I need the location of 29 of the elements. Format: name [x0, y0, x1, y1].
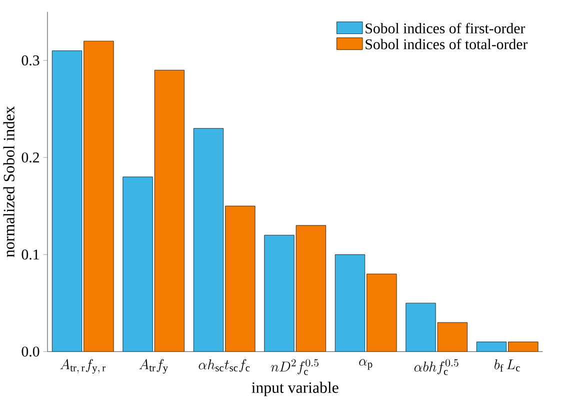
bar — [335, 254, 365, 352]
bar — [476, 342, 507, 352]
x-tick-label: $nD^{2}f_{\mathrm{c}}^{0.5}$ — [271, 359, 318, 376]
bar — [296, 225, 326, 352]
x-tick-label: $\alpha bhf_{\mathrm{c}}^{0.5}$ — [414, 359, 458, 376]
bar — [264, 235, 294, 352]
x-axis-title: input variable — [252, 382, 338, 396]
bar — [154, 70, 184, 352]
x-tick-label: $A_{\mathrm{tr}}f_{\mathrm{y}}$ — [139, 359, 168, 374]
legend-label: Sobol indices of first-order — [366, 22, 526, 34]
y-tick-label: 0.3 — [22, 55, 40, 66]
bar — [366, 274, 397, 352]
y-tick-label: 0.1 — [22, 250, 39, 260]
bar — [52, 50, 82, 352]
y-tick-label: 0.0 — [22, 346, 40, 357]
bar — [194, 128, 224, 352]
legend-label: Sobol indices of total-order — [366, 38, 528, 50]
bar — [225, 206, 256, 352]
bar — [84, 41, 114, 352]
bar — [438, 322, 468, 352]
bar — [508, 342, 538, 352]
x-tick-label: $b_{\mathrm{f}}\,L_{\mathrm{c}}$ — [494, 359, 520, 372]
x-tick-label: $\alpha h_{\mathrm{sc}}t_{\mathrm{sc}}f_{\mathrm{c}}$ — [198, 359, 250, 372]
x-tick-label: $A_{\mathrm{tr,\,r}}f_{\mathrm{y,\,r}}$ — [60, 359, 106, 374]
y-axis-title: normalized Sobol index — [3, 106, 14, 258]
x-tick-label: $\alpha_{\mathrm{p}}$ — [359, 359, 372, 370]
y-tick-label: 0.2 — [22, 152, 39, 163]
bar — [406, 303, 436, 352]
bar — [122, 176, 153, 352]
